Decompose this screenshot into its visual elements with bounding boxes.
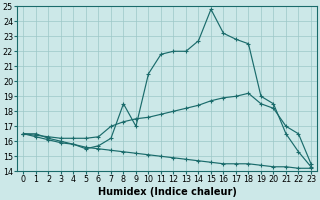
X-axis label: Humidex (Indice chaleur): Humidex (Indice chaleur) [98, 187, 237, 197]
